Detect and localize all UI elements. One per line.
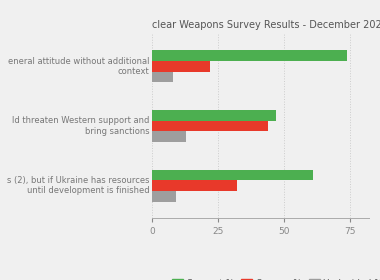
Bar <box>152 191 176 202</box>
Bar <box>152 110 276 121</box>
Text: clear Weapons Survey Results - December 2024: clear Weapons Survey Results - December … <box>152 20 380 30</box>
Bar <box>152 169 313 180</box>
Bar <box>152 121 268 131</box>
Bar <box>152 180 236 191</box>
Bar <box>152 72 173 83</box>
Bar <box>152 131 186 142</box>
Legend: Support %, Oppose %, Undecided %: Support %, Oppose %, Undecided % <box>169 275 380 280</box>
Bar <box>152 50 347 61</box>
Bar <box>152 61 210 72</box>
